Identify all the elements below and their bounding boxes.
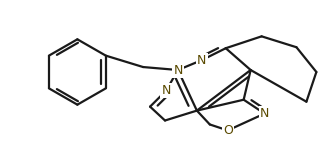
- Text: N: N: [260, 107, 269, 120]
- Text: N: N: [161, 84, 171, 97]
- Text: N: N: [197, 54, 206, 67]
- Text: O: O: [223, 124, 233, 137]
- Text: N: N: [173, 63, 182, 77]
